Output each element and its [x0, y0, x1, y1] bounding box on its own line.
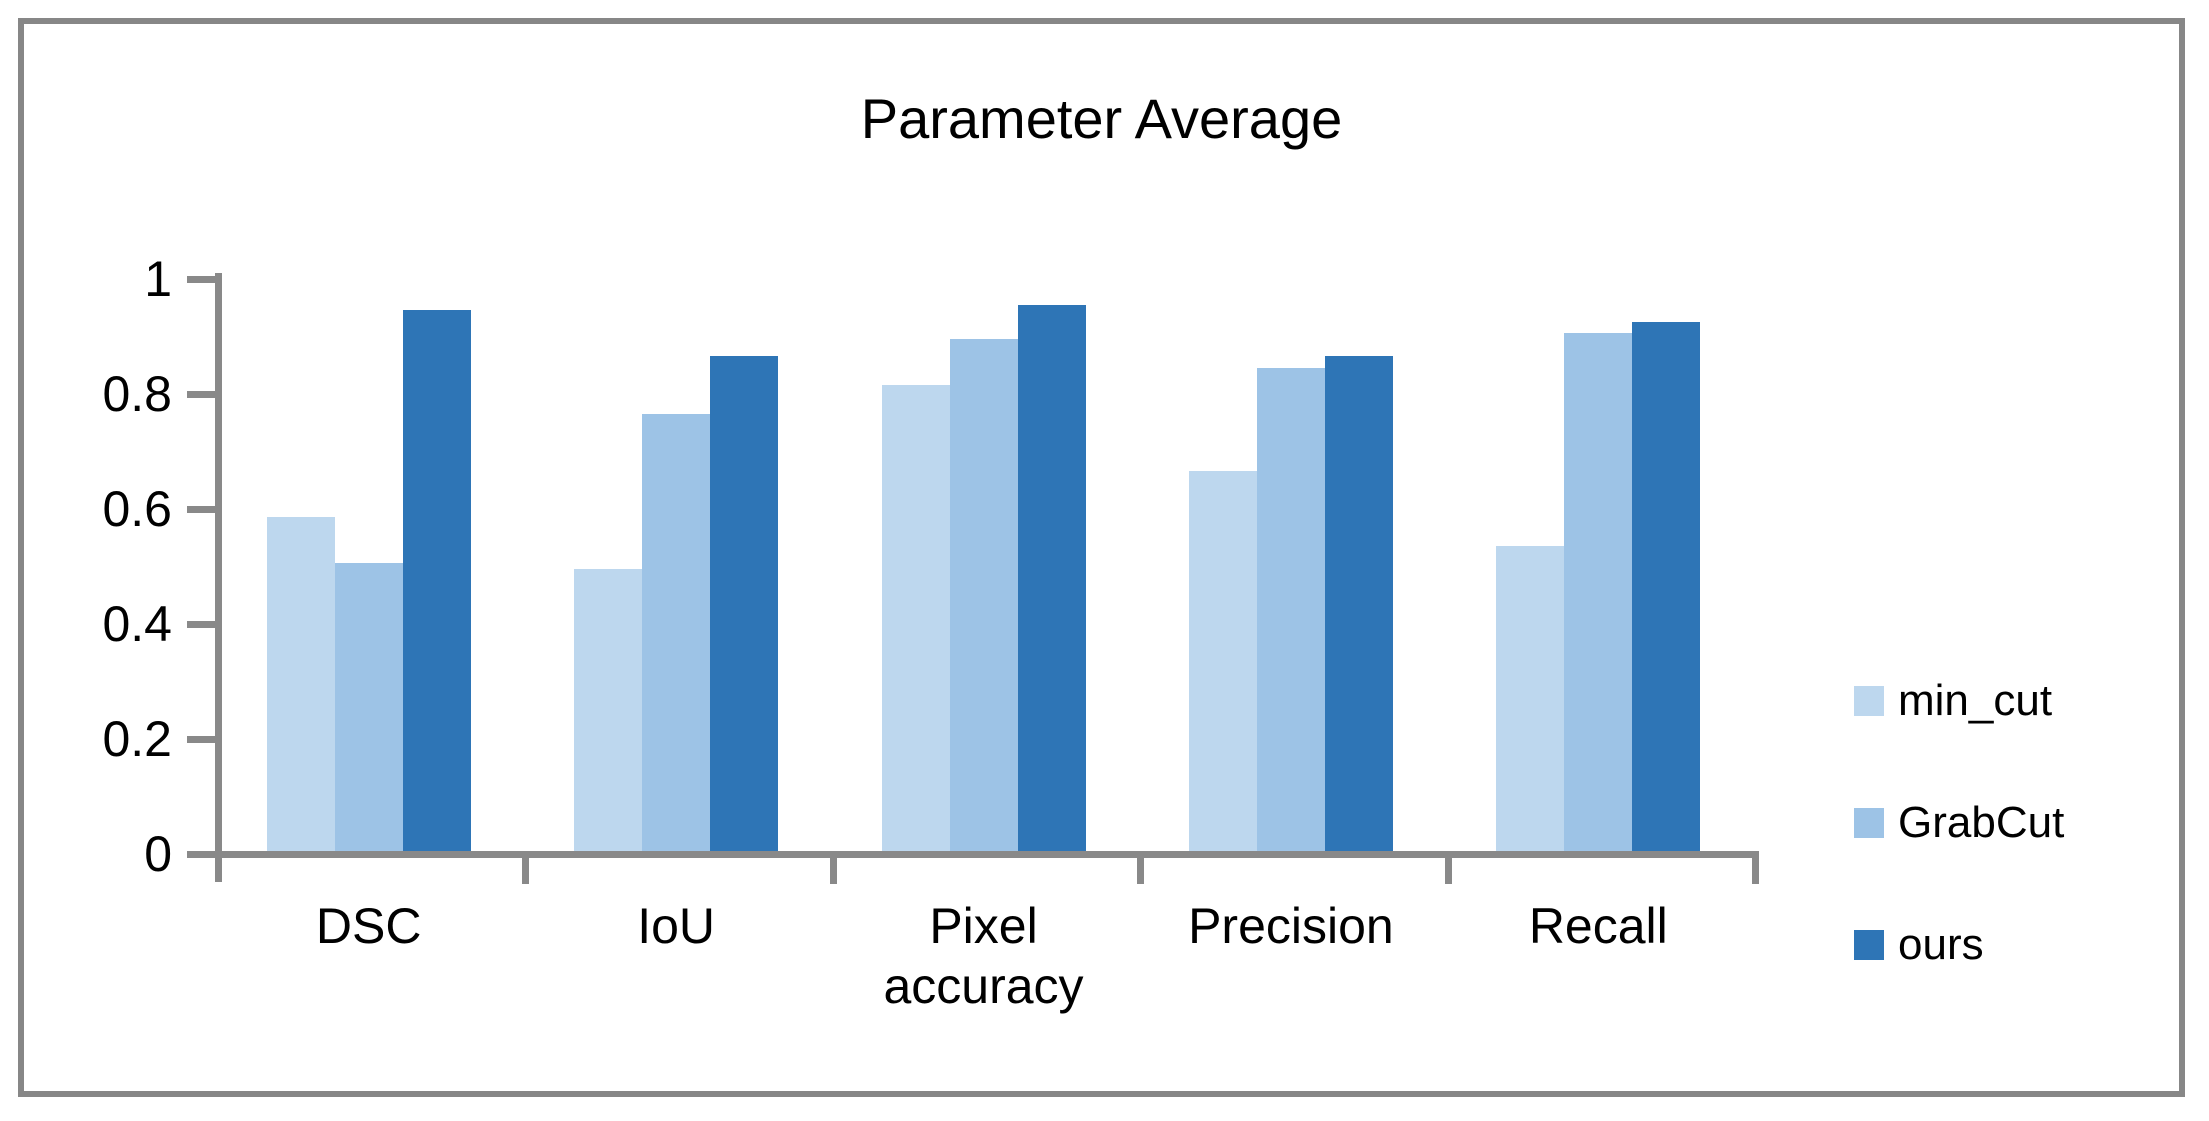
y-tick: [187, 391, 215, 398]
bar-GrabCut-Precision: [1257, 368, 1325, 851]
bar-ours-Precision: [1325, 356, 1393, 851]
x-axis-label: Recall: [1528, 898, 1668, 954]
legend-label: ours: [1898, 920, 1984, 969]
bar-ours-IoU: [710, 356, 778, 851]
y-tick-label: 1: [144, 251, 172, 307]
x-tick: [522, 858, 530, 884]
y-tick-label: 0.2: [102, 711, 172, 767]
y-axis-line: [215, 273, 222, 882]
bar-min_cut-DSC: [267, 517, 335, 851]
x-axis-label: Pixel accuracy: [883, 898, 1084, 1014]
bar-ours-DSC: [403, 310, 471, 851]
y-tick: [187, 851, 215, 858]
bar-GrabCut-DSC: [335, 563, 403, 851]
y-tick-label: 0: [144, 826, 172, 882]
figure-border: Parameter Average min_cut GrabCut ours 0 0.…: [18, 18, 2185, 1097]
bar-GrabCut-Recall: [1564, 333, 1632, 851]
x-axis-label: IoU: [637, 898, 715, 954]
y-tick-label: 0.8: [102, 366, 172, 422]
x-axis-label: Precision: [1188, 898, 1394, 954]
legend-swatch-icon: [1854, 808, 1884, 838]
bar-min_cut-IoU: [574, 569, 642, 851]
bar-min_cut-Pixel-accuracy: [882, 385, 950, 851]
x-tick: [1752, 858, 1759, 884]
legend-label: min_cut: [1898, 676, 2053, 725]
legend-item-ours: ours: [1854, 916, 2184, 974]
x-tick: [1137, 858, 1145, 884]
y-tick: [187, 506, 215, 513]
x-axis-line: [187, 851, 1759, 858]
x-tick: [1444, 858, 1452, 884]
y-tick: [187, 276, 215, 283]
bar-GrabCut-IoU: [642, 414, 710, 851]
y-tick-label: 0.4: [102, 596, 172, 652]
bar-ours-Pixel-accuracy: [1018, 305, 1086, 851]
y-tick: [187, 621, 215, 628]
y-tick: [187, 736, 215, 743]
y-tick-label: 0.6: [102, 481, 172, 537]
x-axis-label: DSC: [315, 898, 422, 954]
legend: min_cut GrabCut ours: [1854, 672, 2184, 1038]
bar-ours-Recall: [1632, 322, 1700, 851]
x-tick: [829, 858, 837, 884]
legend-item-min_cut: min_cut: [1854, 672, 2184, 730]
legend-item-GrabCut: GrabCut: [1854, 794, 2184, 852]
chart-title: Parameter Average: [860, 87, 1343, 150]
legend-swatch-icon: [1854, 930, 1884, 960]
bar-GrabCut-Pixel-accuracy: [950, 339, 1018, 851]
legend-label: GrabCut: [1898, 798, 2065, 847]
bar-min_cut-Recall: [1496, 546, 1564, 851]
legend-swatch-icon: [1854, 686, 1884, 716]
bar-min_cut-Precision: [1189, 471, 1257, 851]
